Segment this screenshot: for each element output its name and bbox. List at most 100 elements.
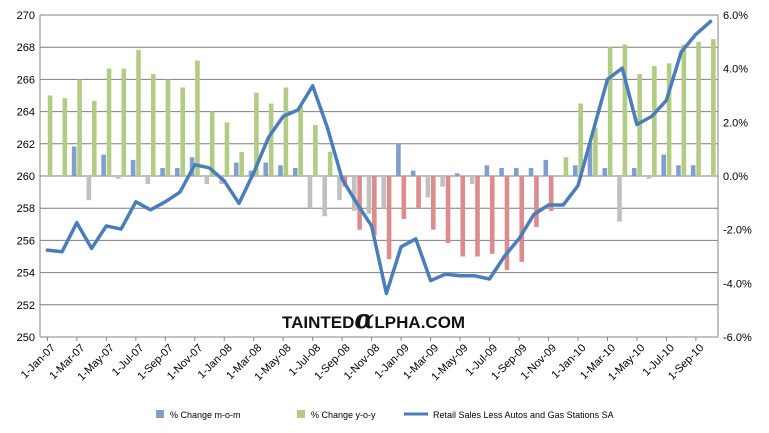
yoy-bar	[401, 176, 407, 219]
yoy-bar	[652, 65, 657, 176]
mom-bar	[572, 165, 578, 176]
yoy-bar	[460, 176, 466, 257]
left-axis-tick-label: 266	[17, 74, 35, 86]
mom-bar	[292, 167, 298, 176]
mom-bar	[440, 176, 445, 187]
left-axis-tick-label: 264	[17, 107, 35, 119]
mom-bar	[278, 165, 283, 176]
mom-bar	[410, 170, 416, 176]
right-axis-tick-label: -6.0%	[723, 332, 752, 344]
left-axis-tick-label: 250	[17, 332, 35, 344]
yoy-bar	[504, 176, 510, 270]
yoy-bar	[681, 44, 687, 177]
mom-bar	[425, 176, 431, 198]
legend-label-mom: % Change m-o-m	[170, 410, 241, 420]
right-axis-tick-label: -4.0%	[723, 278, 752, 290]
left-axis-tick-label: 260	[17, 171, 35, 183]
yoy-bar	[622, 44, 628, 177]
legend-swatch-mom	[156, 410, 164, 418]
left-axis-tick-label: 256	[17, 235, 35, 247]
mom-bar	[351, 176, 357, 211]
mom-bar	[233, 162, 239, 176]
yoy-bar	[62, 98, 68, 176]
yoy-bars	[47, 39, 716, 270]
yoy-bar	[696, 41, 701, 177]
mom-bar	[543, 159, 549, 176]
yoy-bar	[283, 87, 289, 176]
left-axis-tick-label: 254	[17, 268, 35, 280]
left-axis-tick-label: 268	[17, 42, 35, 54]
mom-bar	[57, 176, 62, 177]
yoy-bar	[548, 176, 554, 211]
yoy-bar	[593, 127, 598, 176]
legend-label-line: Retail Sales Less Autos and Gas Stations…	[433, 410, 614, 420]
yoy-bar	[563, 157, 569, 176]
mom-bar	[248, 170, 254, 176]
mom-bar	[337, 176, 342, 201]
yoy-bar	[77, 79, 82, 176]
mom-bar	[499, 167, 504, 176]
mom-bar	[160, 167, 165, 176]
yoy-bar	[165, 79, 171, 176]
yoy-bar	[489, 176, 495, 254]
yoy-bar	[711, 39, 716, 177]
mom-bar	[263, 162, 269, 176]
mom-bar	[484, 165, 490, 176]
mom-bar	[587, 143, 593, 176]
mom-bar	[602, 167, 608, 176]
yoy-bar	[91, 100, 97, 176]
legend: % Change m-o-m % Change y-o-y Retail Sal…	[156, 410, 614, 420]
mom-bar	[71, 146, 77, 176]
yoy-bar	[298, 106, 303, 176]
mom-bar	[528, 167, 534, 176]
mom-bar	[145, 176, 151, 185]
left-axis-tick-label: 262	[17, 139, 35, 151]
right-axis-tick-label: -2.0%	[723, 225, 752, 237]
yoy-bar	[666, 63, 672, 176]
watermark-text: TAINTEDαLPHA.COM	[282, 305, 465, 335]
yoy-bar	[209, 111, 215, 176]
mom-bar	[690, 165, 696, 176]
mom-bar	[101, 154, 106, 176]
legend-label-yoy: % Change y-o-y	[311, 410, 376, 420]
yoy-bar	[268, 103, 274, 176]
mom-bar	[631, 167, 637, 176]
yoy-bar	[254, 92, 259, 176]
right-axis-tick-label: 2.0%	[723, 117, 748, 129]
yoy-bar	[313, 125, 318, 176]
mom-bar	[366, 176, 372, 214]
mom-bar	[396, 143, 401, 176]
yoy-bar	[106, 68, 112, 176]
right-axis-tick-label: 6.0%	[723, 10, 748, 22]
yoy-bar	[372, 176, 377, 236]
mom-bar	[455, 173, 460, 176]
yoy-bar	[475, 176, 480, 257]
mom-bar	[322, 176, 328, 217]
mom-bar	[204, 176, 210, 185]
yoy-bar	[47, 95, 53, 176]
yoy-bar	[607, 47, 613, 177]
watermark-alpha-glyph: α	[354, 305, 374, 335]
mom-bar	[661, 154, 667, 176]
yoy-bar	[239, 151, 244, 176]
yoy-bar	[150, 74, 156, 176]
left-axis-tick-label: 252	[17, 300, 35, 312]
yoy-bar	[534, 176, 539, 227]
yoy-bar	[430, 176, 436, 230]
mom-bar	[558, 176, 563, 177]
yoy-bar	[445, 176, 451, 244]
mom-bar	[381, 176, 386, 209]
mom-bar	[130, 159, 136, 176]
mom-bar	[617, 176, 622, 222]
left-axis-tick-label: 258	[17, 203, 35, 215]
right-axis-tick-label: 4.0%	[723, 64, 748, 76]
mom-bar	[307, 176, 313, 209]
yoy-bar	[327, 151, 333, 176]
mom-bar	[86, 176, 92, 201]
yoy-bar	[519, 176, 525, 262]
right-axis-ticks: -6.0% -4.0% -2.0% 0.0% 2.0% 4.0% 6.0%	[723, 10, 752, 344]
mom-bar	[514, 167, 519, 176]
mom-bar	[646, 176, 652, 179]
yoy-bar	[357, 176, 362, 230]
yoy-bar	[637, 74, 642, 176]
